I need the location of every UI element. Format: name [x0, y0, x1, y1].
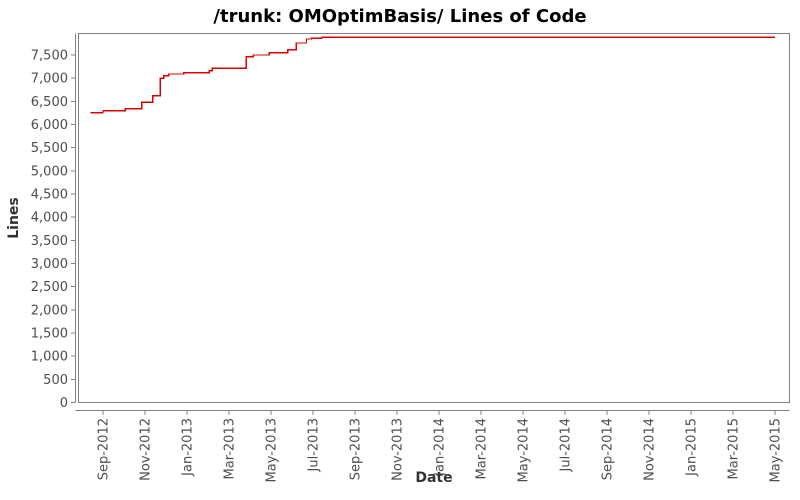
y-tick-label: 5,000: [31, 164, 68, 179]
loc-series-line: [90, 36, 775, 114]
y-tick-label: 500: [43, 373, 68, 388]
x-tick-label: May-2014: [517, 418, 532, 482]
y-tick-label: 7,500: [31, 49, 68, 64]
chart-title: /trunk: OMOptimBasis/ Lines of Code: [213, 6, 586, 27]
x-tick-label: Jan-2015: [685, 418, 700, 477]
y-tick-label: 4,500: [31, 188, 68, 203]
x-tick-label: Jul-2013: [307, 418, 322, 472]
y-tick-label: 2,000: [31, 303, 68, 318]
x-tick-label: Mar-2014: [475, 418, 490, 479]
y-tick-label: 5,500: [31, 141, 68, 156]
y-tick-label: 3,500: [31, 234, 68, 249]
x-tick-label: Sep-2013: [349, 418, 364, 480]
y-tick-label: 4,000: [31, 211, 68, 226]
x-tick-label: Sep-2014: [601, 418, 616, 480]
x-tick-label: Mar-2013: [223, 418, 238, 479]
x-tick-label: Nov-2012: [139, 418, 154, 481]
x-tick-label: Nov-2013: [391, 418, 406, 481]
y-tick-label: 3,000: [31, 257, 68, 272]
y-tick-label: 1,000: [31, 350, 68, 365]
x-axis-label: Date: [415, 470, 452, 486]
x-tick-label: Jul-2014: [559, 418, 574, 472]
x-tick-label: Jan-2013: [181, 418, 196, 477]
x-tick-label: Nov-2014: [643, 418, 658, 481]
plot-area: 0 500 1,000 1,500 2,000 2,500 3,000 3,500 4,000 4…: [31, 33, 790, 482]
x-tick-label: May-2013: [265, 418, 280, 482]
y-tick-label: 1,500: [31, 327, 68, 342]
y-axis-label: Lines: [6, 197, 22, 239]
y-tick-label: 7,000: [31, 72, 68, 87]
y-tick-label: 6,000: [31, 118, 68, 133]
x-tick-label: Jan-2014: [433, 418, 448, 477]
x-tick-label: Sep-2012: [97, 418, 112, 480]
x-tick-label: May-2015: [769, 418, 784, 482]
y-tick-label: 2,500: [31, 280, 68, 295]
x-tick-label: Mar-2015: [727, 418, 742, 479]
y-tick-label: 6,500: [31, 95, 68, 110]
y-tick-label: 0: [60, 396, 68, 411]
plot-frame: [78, 33, 790, 403]
